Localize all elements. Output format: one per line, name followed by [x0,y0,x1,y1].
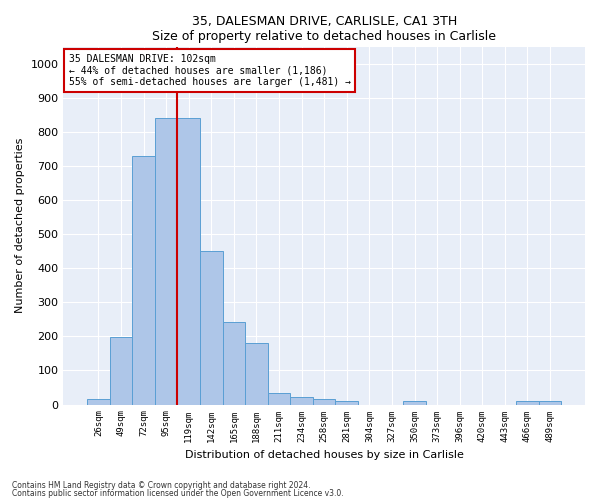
Bar [245,344,268,404]
Bar [87,400,110,404]
Bar [200,252,223,404]
Bar [516,402,539,404]
Bar [178,118,200,405]
Text: Contains public sector information licensed under the Open Government Licence v3: Contains public sector information licen… [12,489,344,498]
Bar [290,397,313,404]
Title: 35, DALESMAN DRIVE, CARLISLE, CA1 3TH
Size of property relative to detached hous: 35, DALESMAN DRIVE, CARLISLE, CA1 3TH Si… [152,15,496,43]
Bar [313,399,335,404]
Text: Contains HM Land Registry data © Crown copyright and database right 2024.: Contains HM Land Registry data © Crown c… [12,480,311,490]
X-axis label: Distribution of detached houses by size in Carlisle: Distribution of detached houses by size … [185,450,464,460]
Bar [335,401,358,404]
Text: 35 DALESMAN DRIVE: 102sqm
← 44% of detached houses are smaller (1,186)
55% of se: 35 DALESMAN DRIVE: 102sqm ← 44% of detac… [68,54,350,88]
Y-axis label: Number of detached properties: Number of detached properties [15,138,25,314]
Bar [223,322,245,404]
Bar [268,394,290,404]
Bar [155,118,178,405]
Bar [403,402,426,404]
Bar [110,338,132,404]
Bar [132,156,155,404]
Bar [539,402,561,404]
